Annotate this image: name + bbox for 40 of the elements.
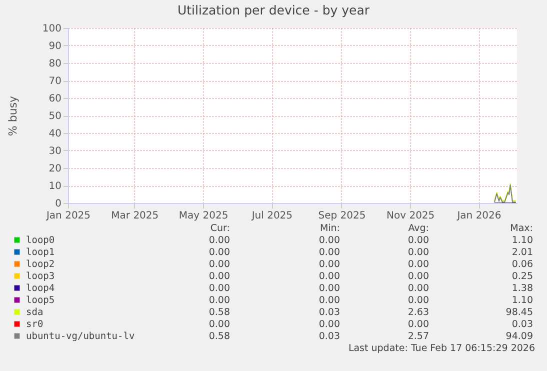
x-tick-label: Sep 2025 — [318, 210, 366, 222]
legend-label: loop0 — [26, 235, 55, 246]
y-tick-label: 50 — [48, 111, 62, 122]
legend-label: loop5 — [26, 295, 55, 306]
text: 0.58 0.03 2.63 98.45 — [208, 307, 533, 318]
text: 0.00 0.00 0.00 0.03 — [208, 319, 533, 330]
text: Last update: Tue Feb 17 06:15:29 2026 — [348, 343, 535, 354]
x-tick-label: Jan 2026 — [456, 210, 502, 222]
text: 0.00 0.00 0.00 2.01 — [208, 247, 533, 258]
chart-title: Utilization per device - by year — [177, 2, 370, 18]
y-tick-label: 30 — [48, 146, 62, 157]
y-tick-label: 70 — [48, 76, 62, 87]
legend-label: loop3 — [26, 271, 55, 282]
text: 0.00 0.00 0.00 1.10 — [208, 235, 533, 246]
legend-label: ubuntu-vg/ubuntu-lv — [26, 331, 135, 342]
text: 0.58 0.03 2.57 94.09 — [208, 331, 533, 342]
text: 0.00 0.00 0.00 1.10 — [208, 295, 533, 306]
legend-label: loop2 — [26, 259, 55, 270]
y-tick-label: 90 — [48, 41, 62, 52]
legend-label: sda — [26, 307, 44, 318]
y-tick-label: 10 — [48, 181, 62, 192]
x-tick-label: Mar 2025 — [111, 210, 159, 222]
text: 0.00 0.00 0.00 1.38 — [208, 283, 533, 294]
y-tick-label: 0 — [55, 198, 62, 210]
legend-label: sr0 — [26, 319, 44, 330]
y-tick-label: 60 — [48, 94, 62, 104]
legend-label: loop4 — [26, 283, 55, 294]
x-tick-label: Jan 2025 — [45, 210, 91, 222]
text: 0.00 0.00 0.00 0.25 — [208, 271, 533, 282]
legend-label: loop1 — [26, 247, 55, 258]
y-axis-title: % busy — [6, 95, 20, 136]
y-tick-label: 80 — [48, 58, 62, 70]
x-tick-label: Nov 2025 — [386, 210, 435, 222]
x-tick-label: Jul 2025 — [250, 210, 293, 222]
x-tick-label: May 2025 — [178, 210, 228, 222]
y-tick-label: 100 — [42, 24, 62, 34]
text: 0.00 0.00 0.00 0.06 — [208, 259, 533, 270]
y-tick-label: 40 — [48, 128, 62, 140]
y-tick-label: 20 — [48, 164, 62, 174]
text: Cur: Min: Avg: Max: — [210, 223, 533, 234]
